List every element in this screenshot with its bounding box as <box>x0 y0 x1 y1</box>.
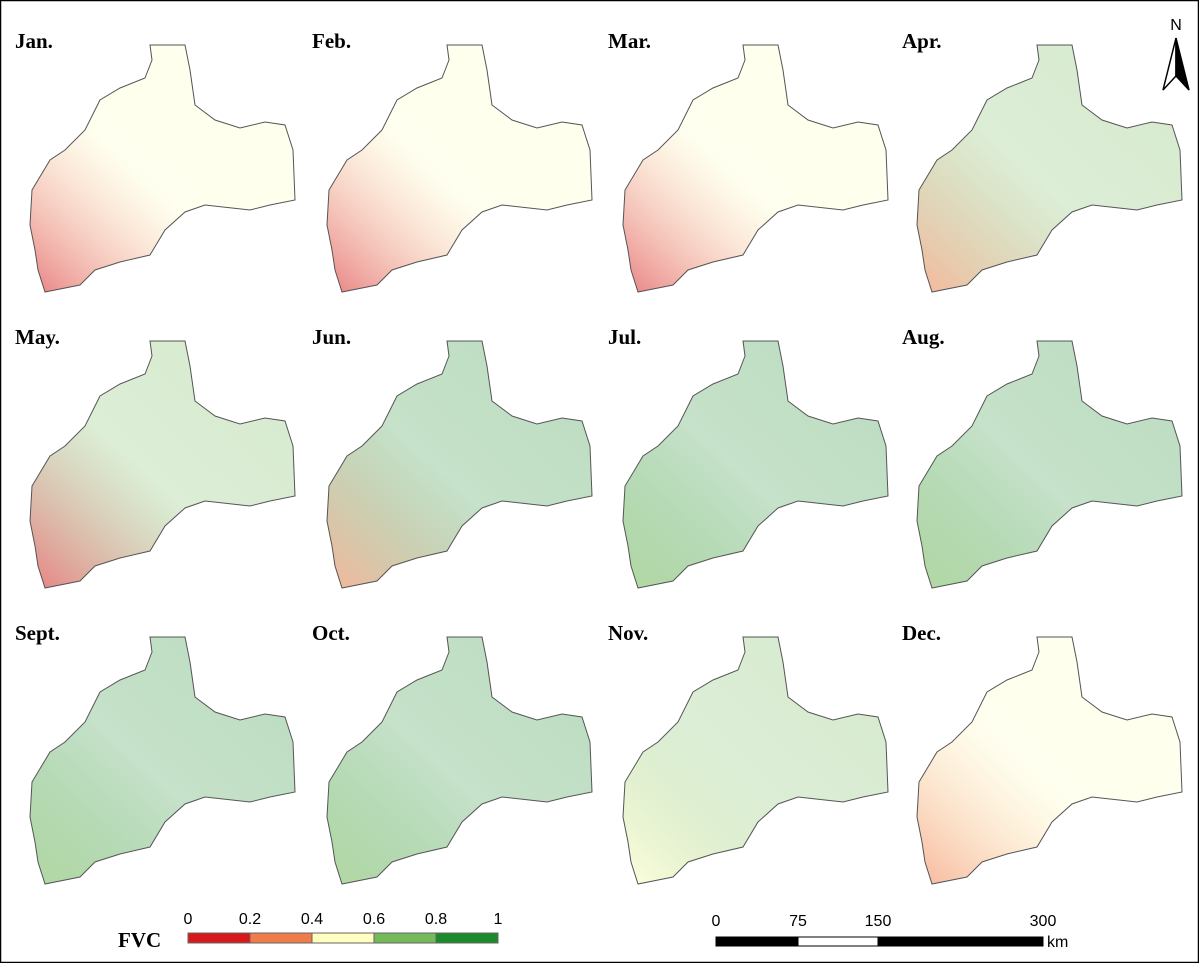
panel-label: Nov. <box>608 621 648 645</box>
panel-label: Jan. <box>15 29 53 53</box>
panel-label: Jun. <box>312 325 351 349</box>
panel-label: Aug. <box>902 325 945 349</box>
scale-tick: 75 <box>789 913 807 930</box>
scale-tick: 300 <box>1030 913 1057 930</box>
legend-tick: 0.8 <box>425 911 447 928</box>
legend-title: FVC <box>118 928 161 952</box>
panel-label: May. <box>15 325 60 349</box>
scale-unit: km <box>1047 934 1068 951</box>
legend-tick: 1 <box>494 911 503 928</box>
legend-swatch <box>436 933 498 943</box>
legend-swatch <box>374 933 436 943</box>
panel-label: Oct. <box>312 621 350 645</box>
scale-segment <box>878 937 1043 946</box>
figure: N FVC Jan. Feb. Mar. Apr. May. Jun. Jul. Aug. Se… <box>0 0 1199 963</box>
page: N FVC Jan. Feb. Mar. Apr. May. Jun. Jul. Aug. Se… <box>0 0 1199 963</box>
legend-tick: 0.4 <box>301 911 323 928</box>
north-label: N <box>1170 17 1182 34</box>
scale-segment <box>798 937 878 946</box>
legend-tick: 0.6 <box>363 911 385 928</box>
scale-tick: 0 <box>712 913 721 930</box>
panel-label: Dec. <box>902 621 941 645</box>
legend-tick: 0.2 <box>239 911 261 928</box>
scale-segment <box>716 937 798 946</box>
legend-swatch <box>312 933 374 943</box>
legend-swatch <box>188 933 250 943</box>
panel-label: Jul. <box>608 325 641 349</box>
panel-label: Mar. <box>608 29 651 53</box>
legend-tick: 0 <box>184 911 193 928</box>
panel-label: Sept. <box>15 621 60 645</box>
panel-label: Feb. <box>312 29 351 53</box>
scale-tick: 150 <box>865 913 892 930</box>
panel-label: Apr. <box>902 29 942 53</box>
legend-swatch <box>250 933 312 943</box>
